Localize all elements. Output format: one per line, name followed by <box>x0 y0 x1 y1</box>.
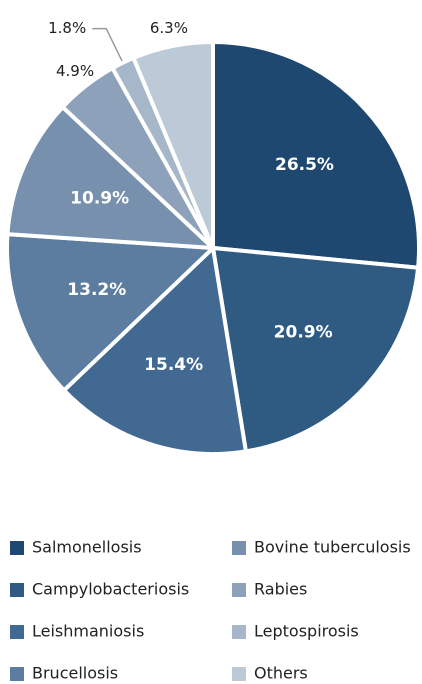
pie-slice <box>5 231 218 394</box>
legend-swatch <box>10 625 24 639</box>
data-label: 6.3% <box>150 19 188 37</box>
legend-label: Brucellosis <box>32 664 118 683</box>
legend-label: Leishmaniosis <box>32 622 144 641</box>
pie-slice <box>61 243 249 456</box>
legend-swatch <box>10 667 24 681</box>
data-label: 1.8% <box>48 19 86 37</box>
legend-label: Campylobacteriosis <box>32 580 189 599</box>
data-label: 10.9% <box>70 189 129 209</box>
leader-line <box>92 27 123 62</box>
data-label: 4.9% <box>56 62 94 80</box>
legend-swatch <box>232 625 246 639</box>
legend-label: Salmonellosis <box>32 538 142 557</box>
legend-label: Others <box>254 664 308 683</box>
legend-swatch <box>232 541 246 555</box>
legend-swatch <box>10 541 24 555</box>
pie-slice <box>211 39 421 270</box>
data-label: 13.2% <box>67 280 126 300</box>
legend-swatch <box>10 583 24 597</box>
legend-label: Bovine tuberculosis <box>254 538 411 557</box>
legend-label: Leptospirosis <box>254 622 359 641</box>
data-label: 26.5% <box>275 155 334 175</box>
data-label: 15.4% <box>144 355 203 375</box>
legend-swatch <box>232 583 246 597</box>
pie-slice <box>5 104 219 251</box>
legend-label: Rabies <box>254 580 307 599</box>
data-label: 20.9% <box>274 323 333 343</box>
pie-slice <box>130 39 215 249</box>
legend-swatch <box>232 667 246 681</box>
pie-slice <box>210 245 421 454</box>
